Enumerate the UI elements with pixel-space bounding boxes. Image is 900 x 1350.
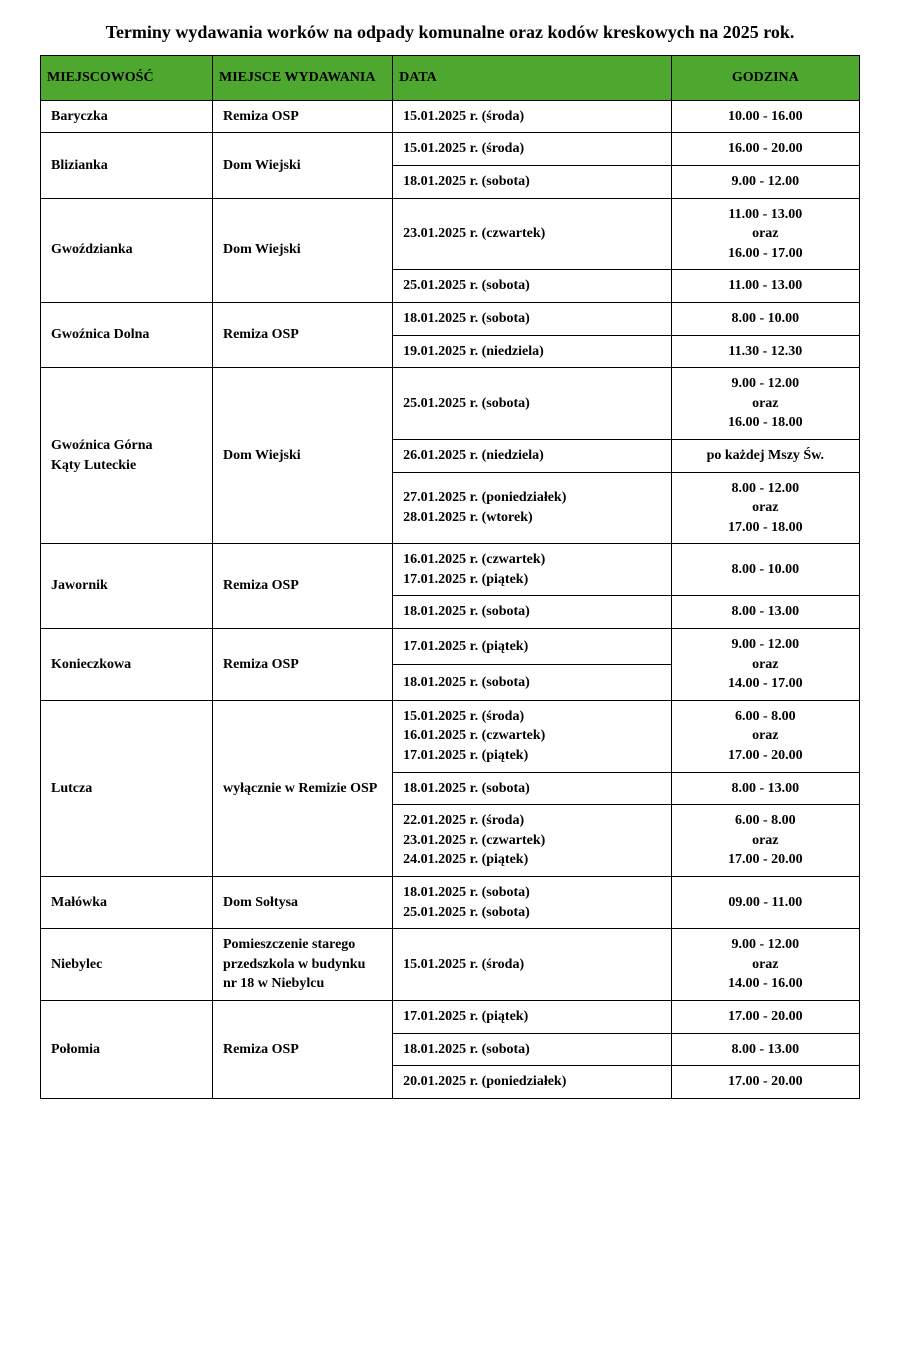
- cell-time: 10.00 - 16.00: [671, 100, 859, 133]
- table-row: BliziankaDom Wiejski15.01.2025 r. (środa…: [41, 133, 860, 166]
- table-row: Gwoźnica Górna Kąty LuteckieDom Wiejski2…: [41, 368, 860, 440]
- cell-date: 18.01.2025 r. (sobota): [393, 1033, 671, 1066]
- cell-time: 8.00 - 13.00: [671, 772, 859, 805]
- cell-date: 23.01.2025 r. (czwartek): [393, 198, 671, 270]
- table-row: GwoździankaDom Wiejski23.01.2025 r. (czw…: [41, 198, 860, 270]
- cell-locality: Blizianka: [41, 133, 213, 198]
- cell-time: po każdej Mszy Św.: [671, 439, 859, 472]
- cell-place: Remiza OSP: [212, 100, 392, 133]
- cell-date: 16.01.2025 r. (czwartek) 17.01.2025 r. (…: [393, 544, 671, 596]
- cell-time: 11.00 - 13.00 oraz 16.00 - 17.00: [671, 198, 859, 270]
- cell-locality: Baryczka: [41, 100, 213, 133]
- cell-time: 8.00 - 12.00 oraz 17.00 - 18.00: [671, 472, 859, 544]
- cell-time: 9.00 - 12.00 oraz 14.00 - 17.00: [671, 629, 859, 701]
- cell-date: 15.01.2025 r. (środa): [393, 100, 671, 133]
- table-row: BaryczkaRemiza OSP15.01.2025 r. (środa)1…: [41, 100, 860, 133]
- table-row: JawornikRemiza OSP16.01.2025 r. (czwarte…: [41, 544, 860, 596]
- column-header-time: GODZINA: [671, 56, 859, 101]
- cell-time: 9.00 - 12.00 oraz 16.00 - 18.00: [671, 368, 859, 440]
- table-row: Gwoźnica DolnaRemiza OSP18.01.2025 r. (s…: [41, 302, 860, 335]
- cell-date: 15.01.2025 r. (środa) 16.01.2025 r. (czw…: [393, 700, 671, 772]
- cell-place: Dom Wiejski: [212, 368, 392, 544]
- cell-date: 26.01.2025 r. (niedziela): [393, 439, 671, 472]
- cell-time: 6.00 - 8.00 oraz 17.00 - 20.00: [671, 805, 859, 877]
- cell-date: 19.01.2025 r. (niedziela): [393, 335, 671, 368]
- cell-time: 9.00 - 12.00 oraz 14.00 - 16.00: [671, 929, 859, 1001]
- cell-time: 09.00 - 11.00: [671, 877, 859, 929]
- cell-time: 6.00 - 8.00 oraz 17.00 - 20.00: [671, 700, 859, 772]
- cell-date: 18.01.2025 r. (sobota): [393, 165, 671, 198]
- cell-date: 18.01.2025 r. (sobota): [393, 772, 671, 805]
- cell-place: Remiza OSP: [212, 544, 392, 629]
- cell-time: 8.00 - 10.00: [671, 544, 859, 596]
- cell-locality: Małówka: [41, 877, 213, 929]
- cell-time: 11.00 - 13.00: [671, 270, 859, 303]
- table-row: KonieczkowaRemiza OSP17.01.2025 r. (piąt…: [41, 629, 860, 665]
- cell-date: 17.01.2025 r. (piątek): [393, 629, 671, 665]
- cell-locality: Gwoźnica Dolna: [41, 302, 213, 367]
- cell-date: 18.01.2025 r. (sobota): [393, 664, 671, 700]
- cell-date: 18.01.2025 r. (sobota): [393, 302, 671, 335]
- cell-place: Pomieszczenie starego przedszkola w budy…: [212, 929, 392, 1001]
- cell-date: 15.01.2025 r. (środa): [393, 133, 671, 166]
- cell-locality: Lutcza: [41, 700, 213, 876]
- cell-place: Dom Wiejski: [212, 198, 392, 302]
- cell-date: 18.01.2025 r. (sobota) 25.01.2025 r. (so…: [393, 877, 671, 929]
- cell-locality: Gwoźnica Górna Kąty Luteckie: [41, 368, 213, 544]
- page-title: Terminy wydawania worków na odpady komun…: [40, 20, 860, 45]
- table-body: BaryczkaRemiza OSP15.01.2025 r. (środa)1…: [41, 100, 860, 1098]
- cell-time: 8.00 - 13.00: [671, 1033, 859, 1066]
- column-header-date: DATA: [393, 56, 671, 101]
- cell-date: 18.01.2025 r. (sobota): [393, 596, 671, 629]
- cell-time: 16.00 - 20.00: [671, 133, 859, 166]
- cell-time: 17.00 - 20.00: [671, 1066, 859, 1099]
- table-row: PołomiaRemiza OSP17.01.2025 r. (piątek)1…: [41, 1000, 860, 1033]
- cell-date: 25.01.2025 r. (sobota): [393, 368, 671, 440]
- cell-locality: Jawornik: [41, 544, 213, 629]
- cell-locality: Połomia: [41, 1000, 213, 1098]
- cell-place: wyłącznie w Remizie OSP: [212, 700, 392, 876]
- schedule-table: MIEJSCOWOŚĆ MIEJSCE WYDAWANIA DATA GODZI…: [40, 55, 860, 1099]
- cell-locality: Konieczkowa: [41, 629, 213, 701]
- cell-time: 17.00 - 20.00: [671, 1000, 859, 1033]
- cell-date: 15.01.2025 r. (środa): [393, 929, 671, 1001]
- cell-time: 8.00 - 10.00: [671, 302, 859, 335]
- cell-time: 8.00 - 13.00: [671, 596, 859, 629]
- cell-place: Remiza OSP: [212, 1000, 392, 1098]
- cell-locality: Gwoździanka: [41, 198, 213, 302]
- table-row: NiebylecPomieszczenie starego przedszkol…: [41, 929, 860, 1001]
- cell-locality: Niebylec: [41, 929, 213, 1001]
- cell-place: Remiza OSP: [212, 629, 392, 701]
- table-row: Lutczawyłącznie w Remizie OSP15.01.2025 …: [41, 700, 860, 772]
- cell-date: 20.01.2025 r. (poniedziałek): [393, 1066, 671, 1099]
- cell-date: 17.01.2025 r. (piątek): [393, 1000, 671, 1033]
- cell-place: Remiza OSP: [212, 302, 392, 367]
- cell-time: 9.00 - 12.00: [671, 165, 859, 198]
- cell-date: 22.01.2025 r. (środa) 23.01.2025 r. (czw…: [393, 805, 671, 877]
- cell-time: 11.30 - 12.30: [671, 335, 859, 368]
- cell-date: 25.01.2025 r. (sobota): [393, 270, 671, 303]
- cell-date: 27.01.2025 r. (poniedziałek) 28.01.2025 …: [393, 472, 671, 544]
- cell-place: Dom Sołtysa: [212, 877, 392, 929]
- table-row: MałówkaDom Sołtysa18.01.2025 r. (sobota)…: [41, 877, 860, 929]
- cell-place: Dom Wiejski: [212, 133, 392, 198]
- column-header-locality: MIEJSCOWOŚĆ: [41, 56, 213, 101]
- table-header-row: MIEJSCOWOŚĆ MIEJSCE WYDAWANIA DATA GODZI…: [41, 56, 860, 101]
- column-header-place: MIEJSCE WYDAWANIA: [212, 56, 392, 101]
